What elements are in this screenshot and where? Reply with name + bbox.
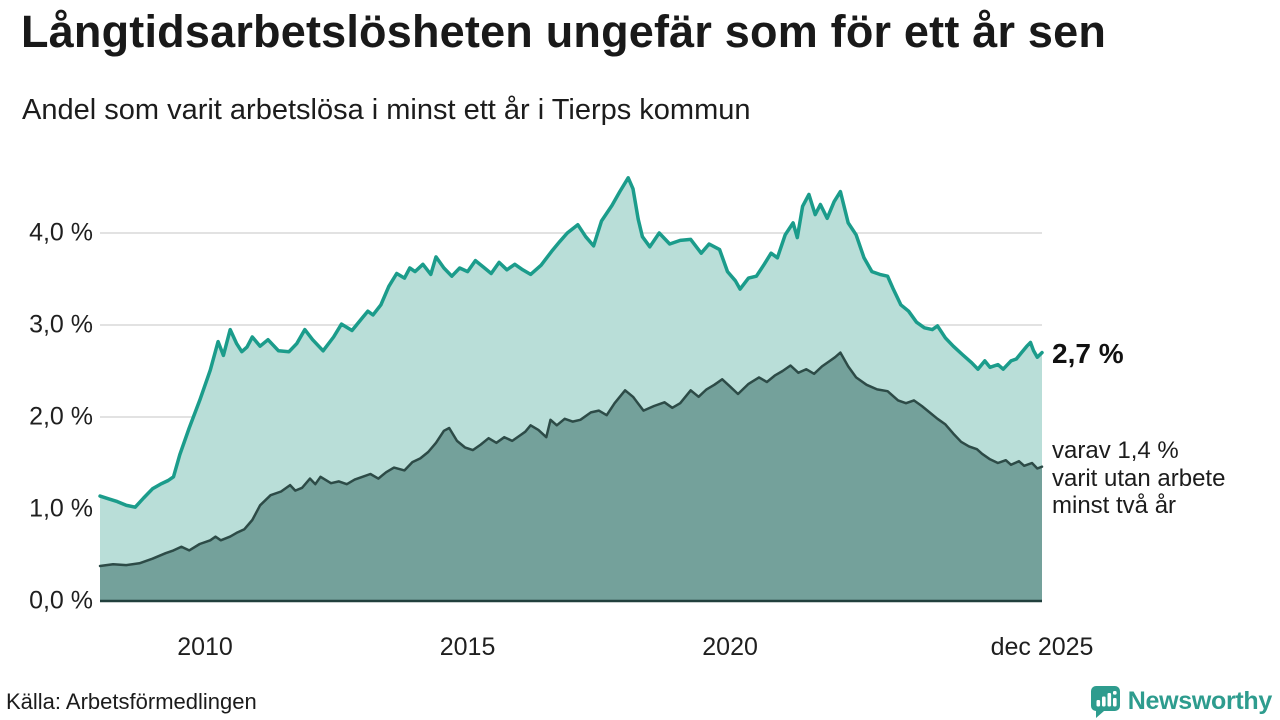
subset-annotation-line-3: minst två år [1052, 492, 1177, 519]
y-tick-label: 2,0 % [29, 402, 93, 431]
latest-value-label: 2,7 % [1052, 338, 1124, 369]
newsworthy-logo-text: Newsworthy [1127, 686, 1273, 715]
page-title: Långtidsarbetslösheten ungefär som för e… [21, 6, 1107, 57]
y-tick-label: 0,0 % [29, 586, 93, 615]
series-area-2 [100, 352, 1042, 601]
newsworthy-logo: Newsworthy [1090, 684, 1272, 718]
y-tick-label: 4,0 % [29, 218, 93, 247]
subset-annotation: varav 1,4 % varit utan arbete minst två … [1052, 437, 1225, 520]
y-tick-label: 3,0 % [29, 310, 93, 339]
series-line-1 [98, 176, 1044, 509]
x-tick-label: 2020 [702, 633, 758, 661]
bar-chart-bubble-icon [1090, 685, 1121, 718]
subset-annotation-line-2: varit utan arbete [1052, 464, 1226, 492]
page-subtitle: Andel som varit arbetslösa i minst ett å… [22, 94, 751, 126]
x-tick-label: dec 2025 [990, 633, 1094, 661]
x-tick-label: 2010 [177, 633, 233, 661]
y-tick-label: 1,0 % [29, 494, 93, 523]
series-line-2 [98, 351, 1044, 568]
source-note: Källa: Arbetsförmedlingen [6, 689, 257, 714]
x-tick-label: 2015 [439, 633, 496, 661]
subset-annotation-line-1: varav 1,4 % [1052, 437, 1179, 464]
area-chart-canvas [98, 176, 1044, 603]
